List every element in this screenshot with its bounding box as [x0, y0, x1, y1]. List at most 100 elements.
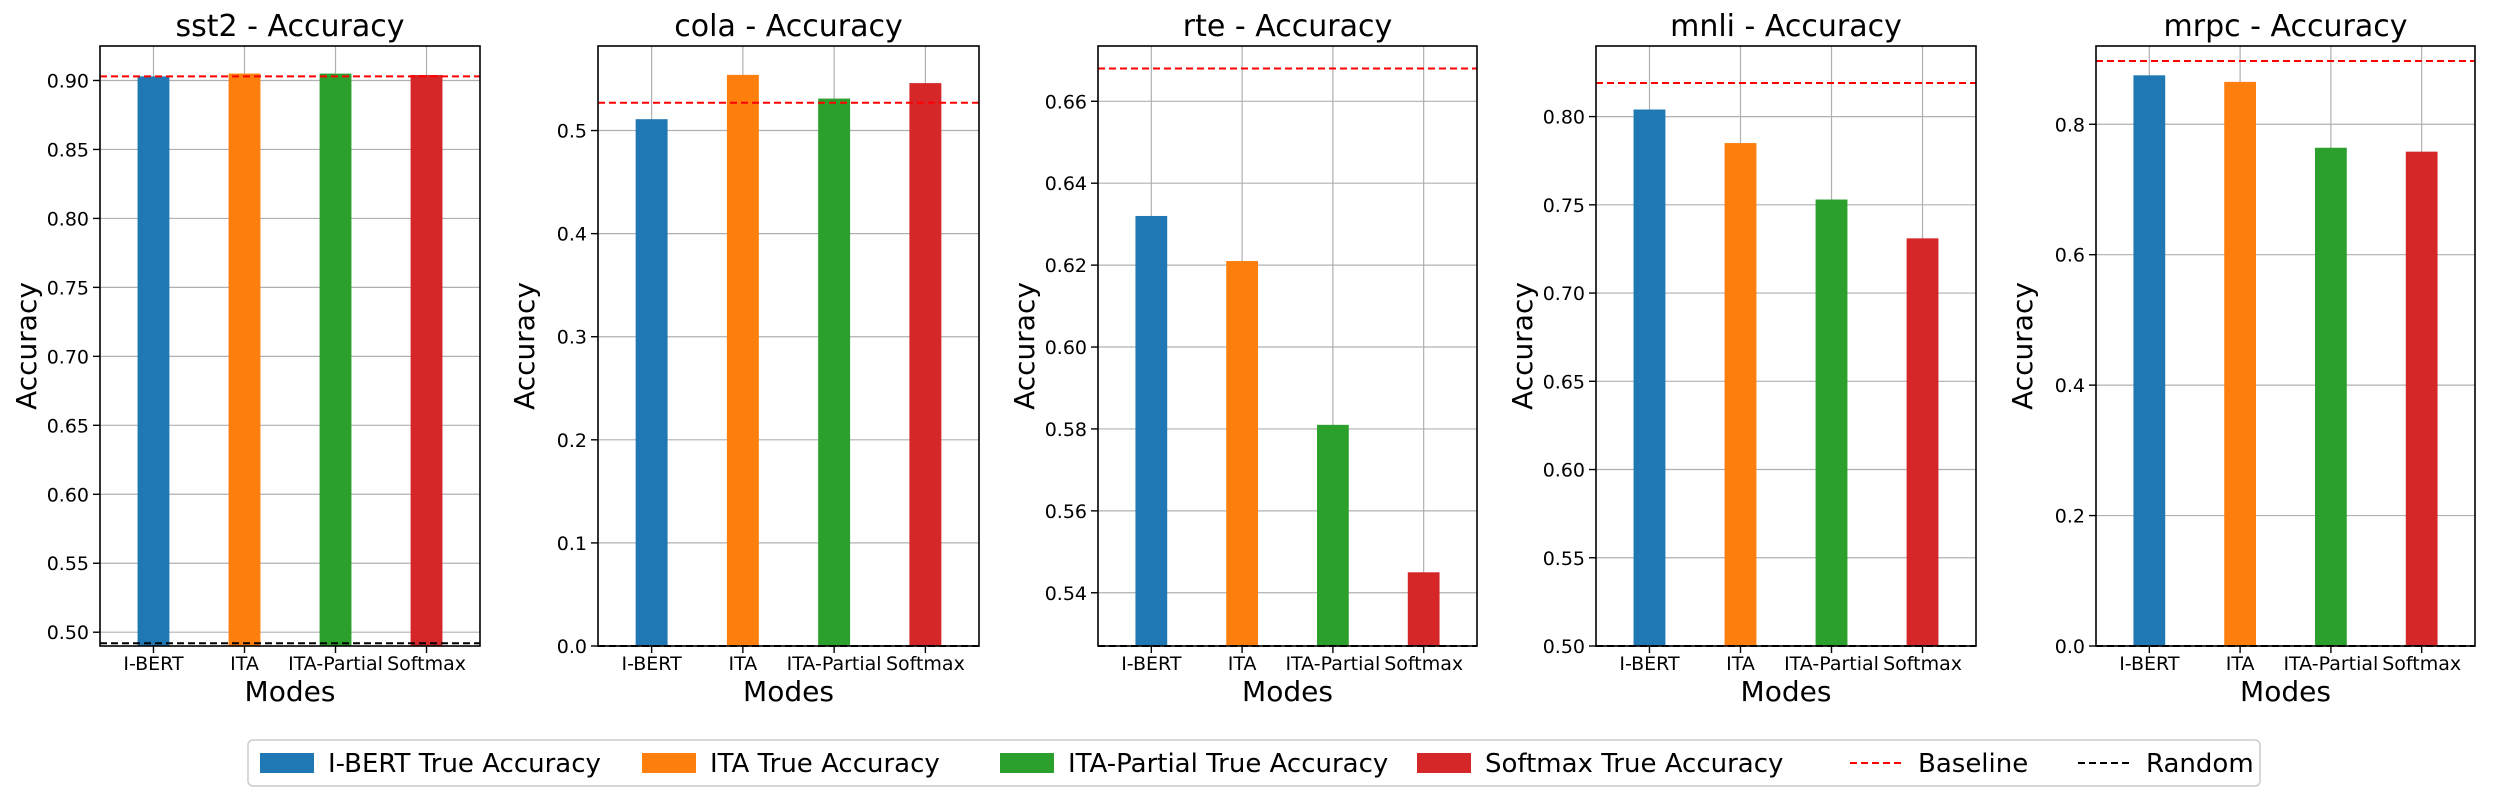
chart-title: mnli - Accuracy	[1670, 9, 1902, 44]
x-tick-label: I-BERT	[621, 653, 682, 675]
y-tick-label: 0.70	[1543, 283, 1585, 305]
x-tick-label: ITA	[729, 653, 758, 675]
bar-ita-partial	[1317, 424, 1349, 646]
y-tick-label: 0.60	[1543, 460, 1585, 482]
legend-swatch-softmax	[1417, 753, 1471, 773]
x-tick-label: ITA	[2226, 653, 2255, 675]
y-tick-label: 0.65	[1543, 371, 1585, 393]
legend-label: Softmax True Accuracy	[1485, 749, 1783, 779]
x-tick-label: Softmax	[1883, 653, 1962, 675]
x-tick-label: ITA	[1228, 653, 1257, 675]
legend-label: Random	[2146, 749, 2254, 779]
y-tick-label: 0.85	[47, 139, 89, 161]
chart-title: mrpc - Accuracy	[2164, 9, 2408, 44]
bar-i-bert	[1633, 109, 1666, 646]
x-axis-label: Modes	[1741, 675, 1832, 708]
y-tick-label: 0.75	[47, 277, 89, 299]
bar-ita-partial	[1815, 199, 1848, 646]
x-tick-label: Softmax	[2382, 653, 2461, 675]
x-tick-label: ITA	[230, 653, 259, 675]
y-tick-label: 0.64	[1045, 173, 1087, 195]
bar-ita-partial	[319, 73, 352, 647]
bar-ita	[228, 73, 261, 647]
y-tick-label: 0.0	[2055, 636, 2085, 658]
y-tick-label: 0.4	[2055, 375, 2085, 397]
chart-panel-rte: 0.54 0.56 0.58 0.60 0.62 0.64 0.66 I-BERT ITA ITA…	[1008, 9, 1478, 708]
x-tick-label: ITA-Partial	[787, 653, 882, 675]
y-tick-label: 0.80	[1543, 107, 1585, 129]
y-axis-label: Accuracy	[10, 282, 43, 410]
legend-swatch-i-bert	[260, 753, 314, 773]
x-tick-label: ITA-Partial	[1285, 653, 1380, 675]
x-tick-label: Softmax	[1384, 653, 1463, 675]
y-tick-label: 0.50	[47, 622, 89, 644]
bar-ita-partial	[818, 98, 851, 646]
y-tick-label: 0.62	[1045, 255, 1087, 277]
x-axis-label: Modes	[1242, 675, 1333, 708]
axes-frame	[2095, 45, 2476, 647]
x-tick-label: Softmax	[387, 653, 466, 675]
chart-panel-sst2: 0.50 0.55 0.60 0.65 0.70 0.75 0.80 0.85 0.90 I-BE…	[10, 9, 481, 708]
chart-panel-cola: 0.0 0.1 0.2 0.3 0.4 0.5 I-BERT ITA ITA-Partial So…	[508, 9, 980, 708]
y-tick-label: 0.55	[1543, 548, 1585, 570]
y-tick-label: 0.2	[557, 430, 587, 452]
x-tick-label: Softmax	[886, 653, 965, 675]
y-tick-label: 0.2	[2055, 506, 2085, 528]
y-tick-label: 0.80	[47, 208, 89, 230]
chart-title: sst2 - Accuracy	[176, 9, 405, 44]
legend-swatch-ita-partial	[1000, 753, 1054, 773]
y-tick-label: 0.60	[1045, 337, 1087, 359]
y-tick-label: 0.0	[557, 636, 587, 658]
y-tick-label: 0.90	[47, 70, 89, 92]
y-tick-label: 0.70	[47, 346, 89, 368]
x-tick-label: I-BERT	[2119, 653, 2180, 675]
x-tick-label: I-BERT	[123, 653, 184, 675]
x-axis-label: Modes	[743, 675, 834, 708]
legend-label: ITA-Partial True Accuracy	[1068, 749, 1388, 779]
chart-panel-mnli: 0.50 0.55 0.60 0.65 0.70 0.75 0.80 I-BERT ITA ITA…	[1506, 9, 1977, 708]
y-axis-label: Accuracy	[1008, 282, 1041, 410]
y-tick-label: 0.55	[47, 553, 89, 575]
bar-softmax	[1906, 238, 1939, 646]
bar-ita	[1226, 261, 1258, 646]
x-tick-label: I-BERT	[1121, 653, 1182, 675]
y-axis-label: Accuracy	[1506, 282, 1539, 410]
x-axis-label: Modes	[2240, 675, 2331, 708]
bar-i-bert	[1135, 215, 1168, 646]
bar-ita-partial	[2315, 147, 2347, 646]
chart-panel-mrpc: 0.0 0.2 0.4 0.6 0.8 I-BERT ITA ITA-Partial Softm…	[2006, 9, 2476, 708]
y-tick-label: 0.3	[557, 327, 587, 349]
bar-i-bert	[2133, 75, 2166, 646]
chart-title: cola - Accuracy	[674, 9, 902, 44]
legend-swatch-ita	[642, 753, 696, 773]
bar-softmax	[410, 74, 443, 646]
bar-ita	[726, 74, 759, 647]
legend-box	[247, 739, 2261, 787]
axes-frame	[1097, 45, 1478, 647]
chart-title: rte - Accuracy	[1183, 9, 1392, 44]
bar-softmax	[1407, 572, 1440, 646]
x-tick-label: ITA-Partial	[2283, 653, 2378, 675]
x-axis-label: Modes	[245, 675, 336, 708]
y-tick-label: 0.6	[2055, 245, 2085, 267]
legend-label: Baseline	[1918, 749, 2028, 779]
legend-label: ITA True Accuracy	[710, 749, 940, 779]
bar-ita	[1724, 143, 1757, 646]
axes-frame	[99, 45, 481, 647]
y-tick-label: 0.56	[1045, 501, 1087, 523]
y-tick-label: 0.8	[2055, 114, 2085, 136]
legend: I-BERT True Accuracy ITA True Accuracy ITA…	[247, 739, 2261, 787]
y-tick-label: 0.5	[557, 121, 587, 143]
y-tick-label: 0.58	[1045, 419, 1087, 441]
axes-frame	[1595, 45, 1977, 647]
y-tick-label: 0.65	[47, 415, 89, 437]
x-tick-label: ITA-Partial	[288, 653, 383, 675]
y-tick-label: 0.54	[1045, 583, 1087, 605]
bar-softmax	[2405, 151, 2438, 647]
y-tick-label: 0.50	[1543, 636, 1585, 658]
y-tick-label: 0.1	[557, 533, 587, 555]
y-axis-label: Accuracy	[508, 282, 541, 410]
x-tick-label: I-BERT	[1619, 653, 1680, 675]
